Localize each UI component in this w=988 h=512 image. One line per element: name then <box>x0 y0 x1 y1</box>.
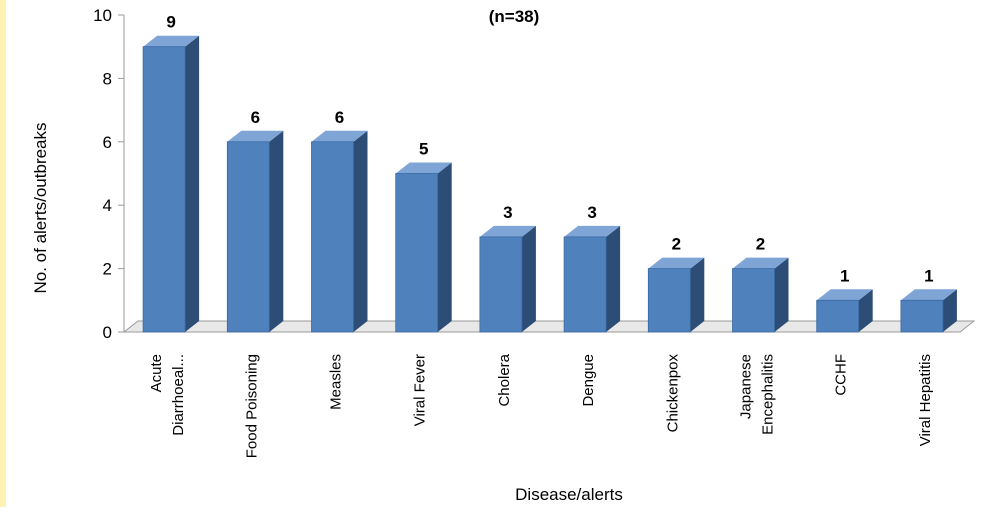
data-label: 3 <box>503 203 512 222</box>
bar <box>816 299 860 333</box>
bar-top <box>900 289 957 301</box>
chart-subtitle: (n=38) <box>489 7 540 26</box>
bar <box>395 173 439 333</box>
bar-side <box>185 35 200 332</box>
data-label: 6 <box>251 108 260 127</box>
bar-side <box>858 289 873 332</box>
data-label: 1 <box>924 266 933 285</box>
x-tick-label: Acute <box>148 354 165 392</box>
y-tick-label: 6 <box>103 133 112 152</box>
bar <box>311 141 354 333</box>
bar <box>226 141 270 333</box>
data-label: 2 <box>672 235 681 254</box>
bar-side <box>521 225 536 332</box>
data-label: 9 <box>166 13 175 32</box>
y-axis-label: No. of alerts/outbreaks <box>31 122 50 293</box>
x-tick-label: CCHF <box>833 354 850 396</box>
x-tick-label: Encephalitis <box>760 354 777 435</box>
bar-side <box>942 289 957 332</box>
bar-top <box>648 257 705 269</box>
x-tick-label: Viral Fever <box>412 354 429 426</box>
bar-top <box>479 225 536 237</box>
data-label: 1 <box>840 266 849 285</box>
bar <box>900 299 944 333</box>
x-tick-label: Chickenpox <box>664 354 681 433</box>
x-tick-label: Food Poisoning <box>243 354 260 458</box>
bar-top <box>395 162 452 174</box>
x-tick-label: Dengue <box>580 354 597 407</box>
bar-top <box>227 130 284 142</box>
y-tick-label: 8 <box>103 69 112 88</box>
bar-top <box>816 289 873 301</box>
y-tick-label: 10 <box>93 6 112 25</box>
x-axis-label: Disease/alerts <box>515 485 623 504</box>
bar <box>732 268 775 333</box>
data-label: 5 <box>419 140 428 159</box>
bar <box>142 46 186 333</box>
bar-chart: (n=38) No. of alerts/outbreaks Disease/a… <box>31 6 976 504</box>
x-tick-label: Cholera <box>496 353 513 406</box>
bar-top <box>732 257 789 269</box>
data-label: 3 <box>587 203 596 222</box>
bar-side <box>269 130 284 332</box>
bar-top <box>311 130 368 142</box>
bar <box>479 236 523 333</box>
bar-side <box>690 257 705 332</box>
bar <box>563 236 607 333</box>
x-tick-label: Japanese <box>738 354 755 419</box>
x-tick-label: Viral Hepatitis <box>917 354 934 446</box>
bar-side <box>606 225 621 332</box>
data-label: 2 <box>756 235 765 254</box>
bar <box>647 268 691 333</box>
y-tick-label: 2 <box>103 260 112 279</box>
y-tick-label: 0 <box>103 323 112 342</box>
bar-side <box>353 130 368 332</box>
x-tick-label: Diarrhoeal... <box>170 354 187 436</box>
bar-side <box>774 257 789 332</box>
bar-top <box>564 225 621 237</box>
data-label: 6 <box>335 108 344 127</box>
x-tick-label: Measles <box>328 354 345 410</box>
bar-side <box>437 162 452 332</box>
y-tick-label: 4 <box>103 196 112 215</box>
bar-top <box>143 35 200 47</box>
